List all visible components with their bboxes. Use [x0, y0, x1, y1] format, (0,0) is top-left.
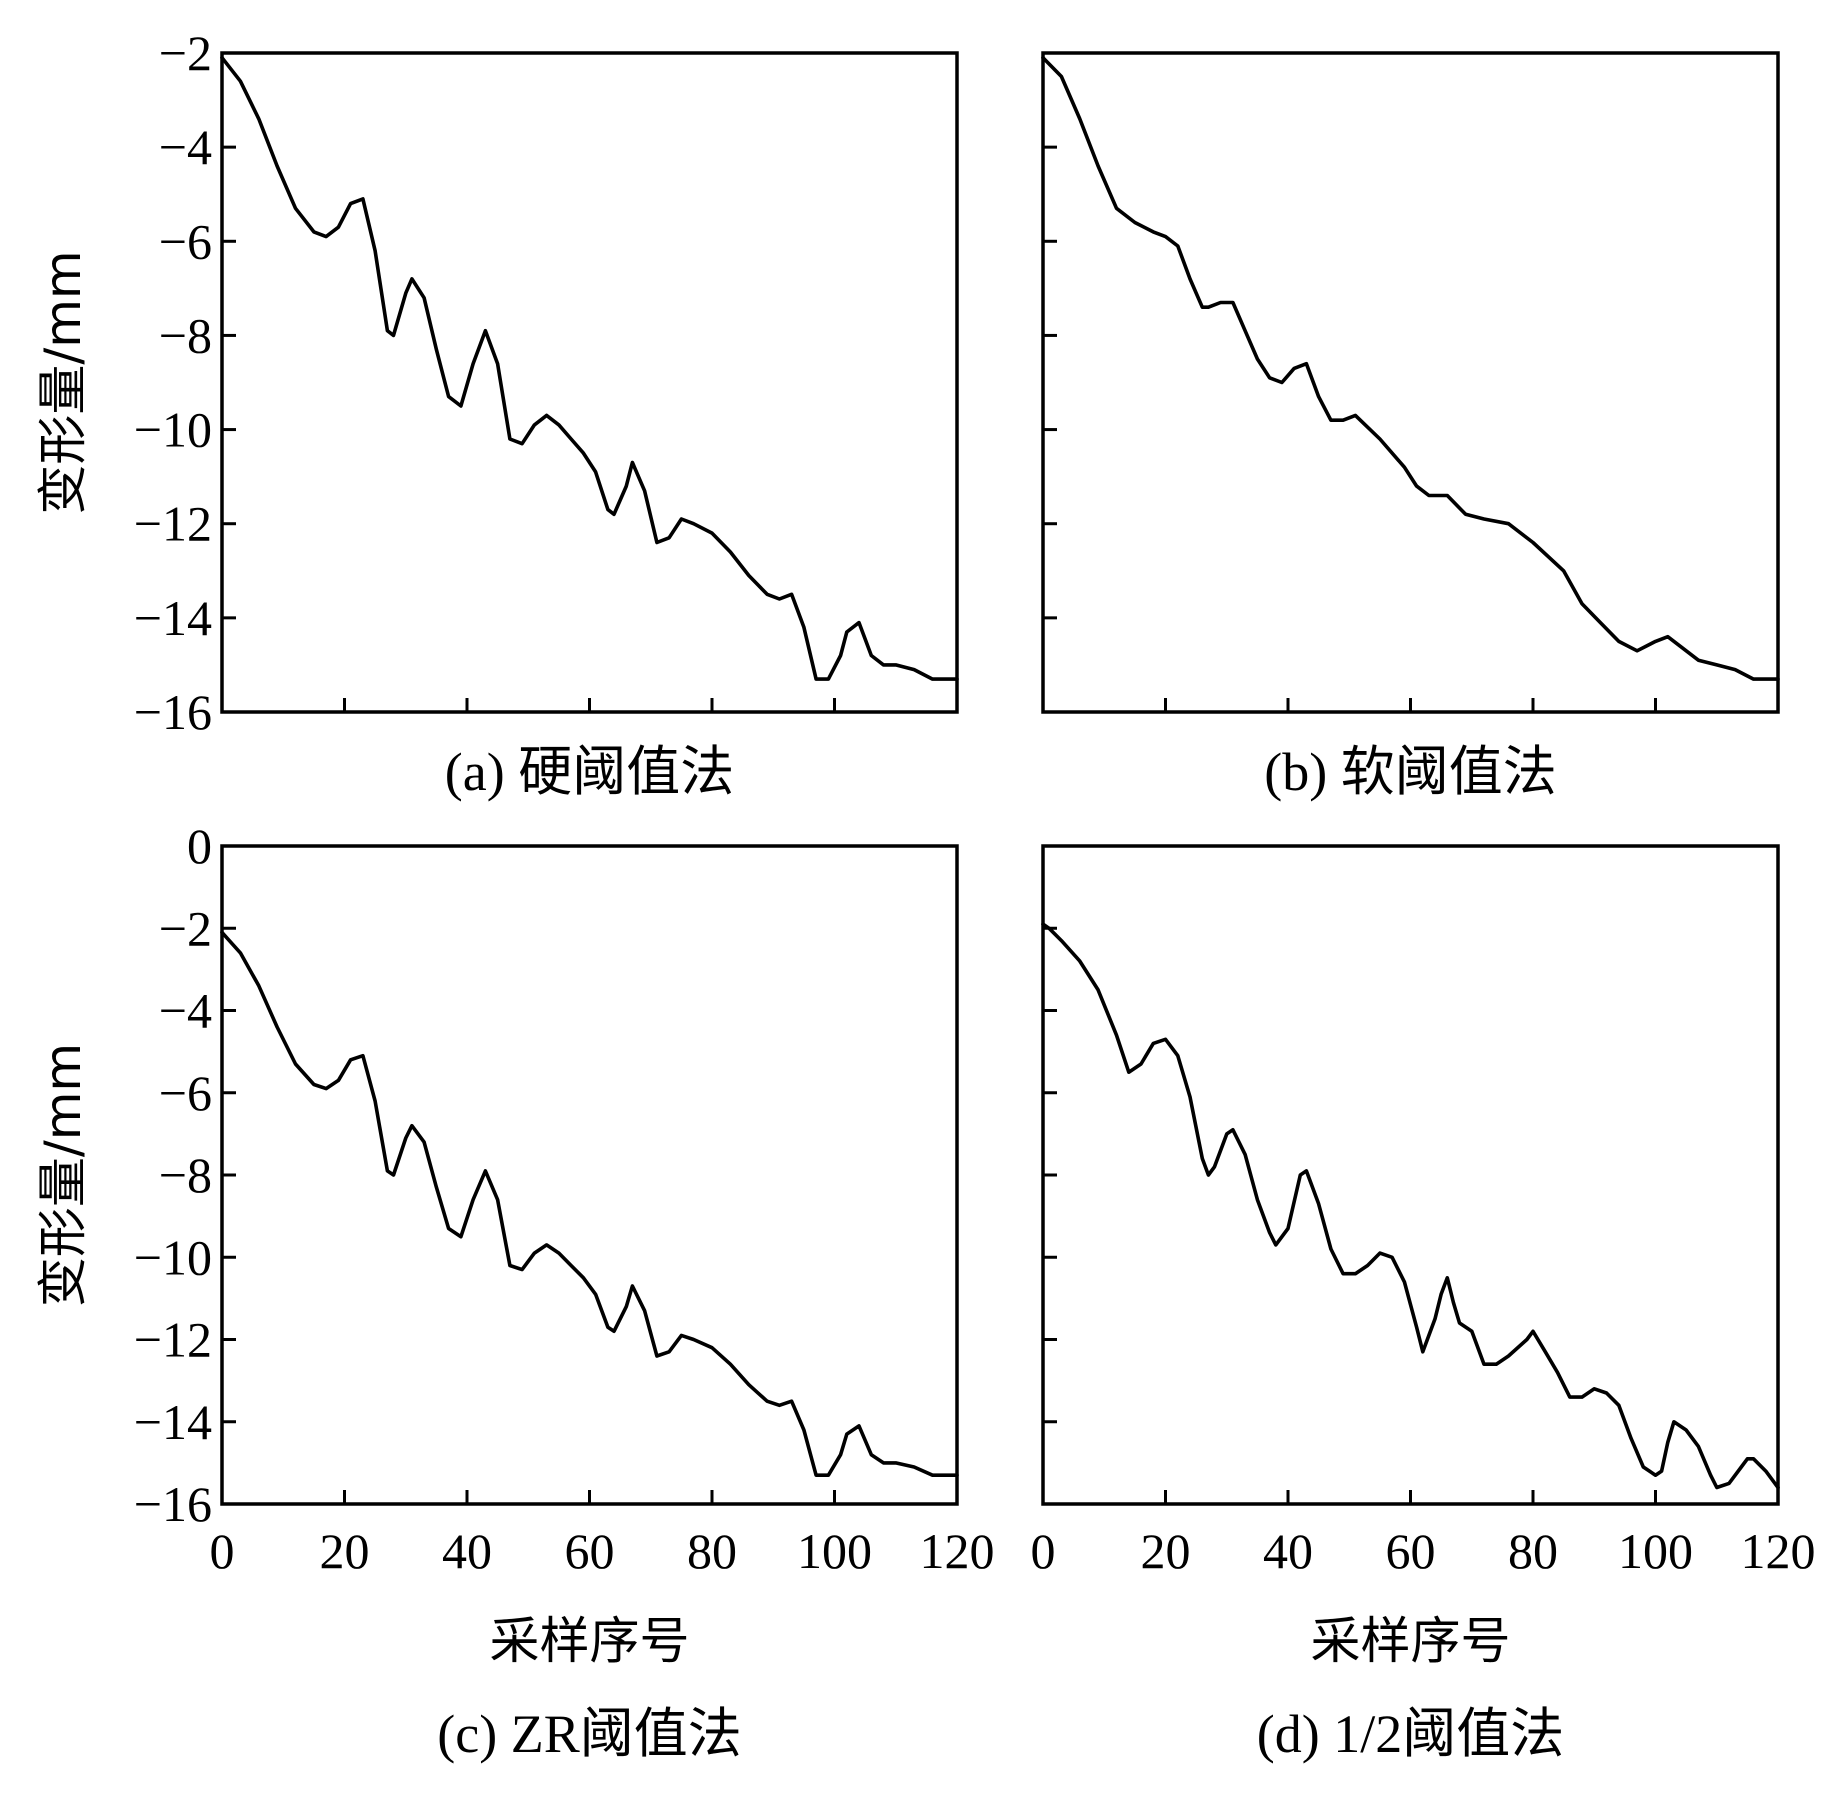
y-tick-label: −14 [134, 1394, 212, 1450]
panel-caption: (b) 软阈值法 [1264, 742, 1556, 802]
x-tick-label: 0 [1031, 1523, 1056, 1579]
x-tick-label: 0 [210, 1523, 235, 1579]
y-tick-label: −14 [134, 590, 212, 646]
y-tick-label: −4 [159, 119, 212, 175]
x-axis-label: 采样序号 [1311, 1612, 1511, 1670]
x-tick-label: 20 [320, 1523, 370, 1579]
series-line [1041, 55, 1780, 681]
series-line [1041, 922, 1780, 1490]
y-tick-label: 0 [187, 818, 212, 874]
y-axis-label: 变形量/mm [34, 1043, 92, 1307]
x-tick-label: 80 [1508, 1523, 1558, 1579]
x-axis-label: 采样序号 [490, 1612, 690, 1670]
panel-c-zr-threshold: 0−2−4−6−8−10−12−14−160 20 40 60 80 100 120变形量/… [34, 818, 995, 1764]
y-tick-label: −8 [159, 307, 212, 363]
panel-a-hard-threshold: −2 −4 −6 −8 −10 −12 −14 −16 变形量/mm (a) 硬阈值法 [34, 25, 959, 802]
y-tick-label: −2 [159, 25, 212, 81]
x-tick-label: 40 [1263, 1523, 1313, 1579]
x-tick-label: 100 [1618, 1523, 1693, 1579]
y-tick-label: −4 [159, 983, 212, 1039]
y-tick-label: −6 [159, 213, 212, 269]
x-tick-label: 100 [797, 1523, 872, 1579]
panel-d-half-threshold: 0 20 40 60 80 100 120 采样序号 (d) 1/2阈值法 [1031, 844, 1816, 1764]
y-tick-label: −2 [159, 900, 212, 956]
panel-b-soft-threshold: (b) 软阈值法 [1041, 51, 1780, 802]
y-tick-label: −6 [159, 1065, 212, 1121]
x-tick-label: 80 [687, 1523, 737, 1579]
y-axis-label: 变形量/mm [34, 250, 92, 514]
plot-frame [220, 844, 959, 1506]
x-tick-label: 20 [1141, 1523, 1191, 1579]
x-tick-label: 60 [565, 1523, 615, 1579]
x-tick-label: 60 [1386, 1523, 1436, 1579]
series-line [220, 930, 959, 1477]
plot-frame [1041, 844, 1780, 1506]
x-tick-label: 40 [442, 1523, 492, 1579]
y-tick-label: −8 [159, 1147, 212, 1203]
panel-caption: (d) 1/2阈值法 [1257, 1704, 1564, 1764]
x-tick-label: 120 [920, 1523, 995, 1579]
y-tick-label: −12 [134, 496, 212, 552]
panel-caption: (a) 硬阈值法 [445, 742, 734, 802]
series-line [220, 55, 959, 681]
plot-frame [1041, 51, 1780, 714]
panel-caption: (c) ZR阈值法 [437, 1704, 741, 1764]
plot-frame [220, 51, 959, 714]
y-tick-label: −10 [134, 402, 212, 458]
y-tick-label: −12 [134, 1312, 212, 1368]
y-tick-label: −16 [134, 684, 212, 740]
y-tick-label: −10 [134, 1229, 212, 1285]
y-tick-label: −16 [134, 1476, 212, 1532]
x-tick-label: 120 [1741, 1523, 1816, 1579]
